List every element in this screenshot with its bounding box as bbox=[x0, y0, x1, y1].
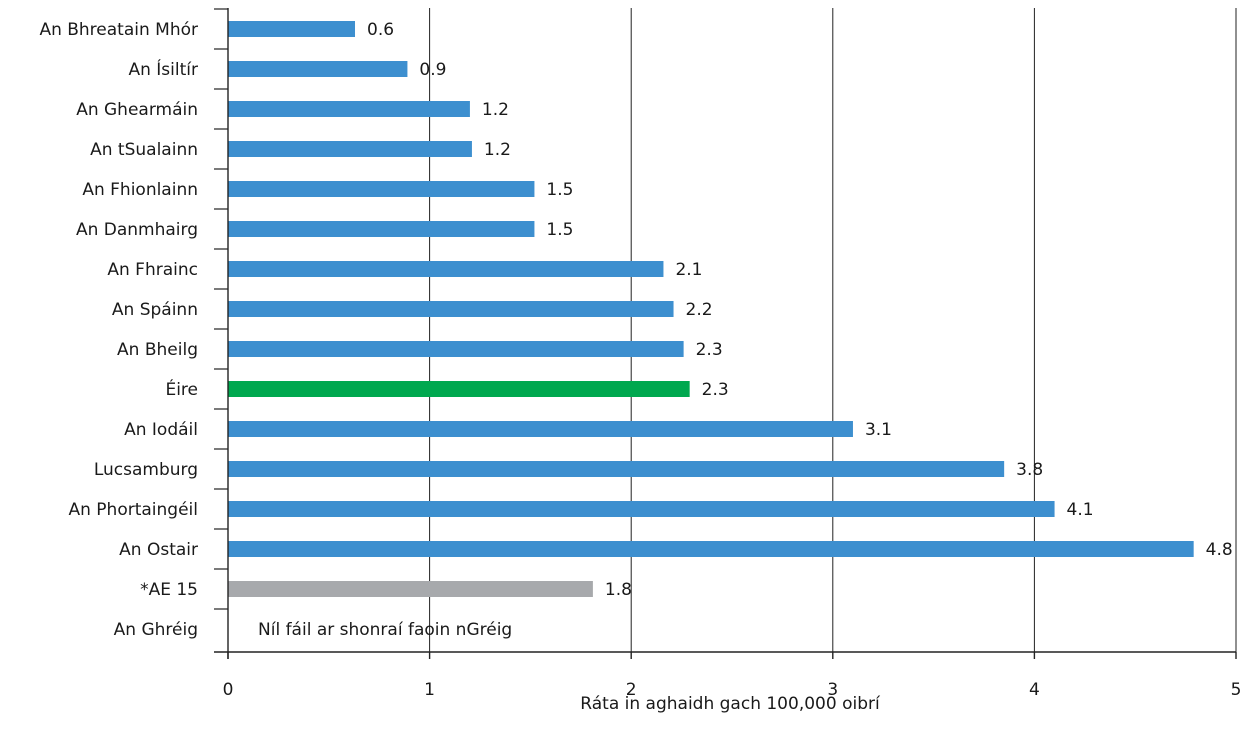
tick-labels: 0 1 2 3 4 5 bbox=[223, 680, 1242, 700]
value-label-lucsamburg: 3.8 bbox=[1016, 460, 1043, 480]
x-tick-label-5: 5 bbox=[1231, 680, 1242, 700]
bar-an-spainn bbox=[228, 301, 674, 317]
value-label-ae-15: 1.8 bbox=[605, 580, 632, 600]
bar-eire bbox=[228, 381, 690, 397]
value-label-an-iodail: 3.1 bbox=[865, 420, 892, 440]
annotation-an-ghreig: Níl fáil ar shonraí faoin nGréig bbox=[258, 620, 512, 640]
category-label-an-ghearmain: An Ghearmáin bbox=[76, 100, 198, 120]
category-label-an-isiltir: An Ísiltír bbox=[128, 58, 198, 80]
value-label-an-fhionlainn: 1.5 bbox=[546, 180, 573, 200]
bar-an-danmhairg bbox=[228, 221, 535, 237]
x-tick-label-1: 1 bbox=[424, 680, 435, 700]
bar-an-fhrainc bbox=[228, 261, 664, 277]
value-label-an-spainn: 2.2 bbox=[686, 300, 713, 320]
value-label-an-bheilg: 2.3 bbox=[696, 340, 723, 360]
bar-an-ostair bbox=[228, 541, 1194, 557]
value-label-an-ostair: 4.8 bbox=[1206, 540, 1233, 560]
bar-an-fhionlainn bbox=[228, 181, 535, 197]
bars bbox=[228, 21, 1194, 597]
value-label-an-isiltir: 0.9 bbox=[419, 60, 446, 80]
bar-ae-15 bbox=[228, 581, 593, 597]
axes bbox=[214, 8, 1237, 659]
category-label-lucsamburg: Lucsamburg bbox=[94, 460, 198, 480]
bar-an-iodail bbox=[228, 421, 853, 437]
x-tick-label-0: 0 bbox=[223, 680, 234, 700]
value-label-eire: 2.3 bbox=[702, 380, 729, 400]
x-tick-label-3: 3 bbox=[827, 680, 838, 700]
category-label-an-fhionlainn: An Fhionlainn bbox=[82, 180, 198, 200]
category-label-an-spainn: An Spáinn bbox=[112, 300, 198, 320]
bar-an-bheilg bbox=[228, 341, 684, 357]
category-label-an-ghreig: An Ghréig bbox=[114, 620, 198, 640]
value-labels: 0.6 0.9 1.2 1.2 1.5 1.5 2.1 2.2 2.3 2.3 3.1 3.8 4.1 4… bbox=[367, 20, 1233, 600]
value-label-an-tsualainn: 1.2 bbox=[484, 140, 511, 160]
category-labels: An Bhreatain Mhór An Ísiltír An Ghearmáin A… bbox=[39, 20, 198, 640]
value-label-an-phortaingeil: 4.1 bbox=[1067, 500, 1094, 520]
bar-an-bhreatain-mhor bbox=[228, 21, 356, 37]
bar-lucsamburg bbox=[228, 461, 1005, 477]
x-tick-label-4: 4 bbox=[1029, 680, 1040, 700]
value-label-an-danmhairg: 1.5 bbox=[546, 220, 573, 240]
category-label-an-bheilg: An Bheilg bbox=[117, 340, 198, 360]
annotations: Níl fáil ar shonraí faoin nGréig bbox=[258, 620, 512, 640]
category-label-an-ostair: An Ostair bbox=[119, 540, 198, 560]
x-tick-label-2: 2 bbox=[626, 680, 637, 700]
x-axis-title: Ráta in aghaidh gach 100,000 oibrí bbox=[580, 694, 881, 714]
category-label-an-fhrainc: An Fhrainc bbox=[107, 260, 198, 280]
bar-an-phortaingeil bbox=[228, 501, 1055, 517]
category-label-ae-15: *AE 15 bbox=[140, 580, 198, 600]
bar-an-ghearmain bbox=[228, 101, 470, 117]
category-label-an-iodail: An Iodáil bbox=[124, 420, 198, 440]
category-label-an-tsualainn: An tSualainn bbox=[90, 140, 198, 160]
value-label-an-bhreatain-mhor: 0.6 bbox=[367, 20, 394, 40]
category-label-eire: Éire bbox=[165, 378, 198, 400]
category-label-an-bhreatain-mhor: An Bhreatain Mhór bbox=[39, 20, 198, 40]
bar-an-isiltir bbox=[228, 61, 408, 77]
category-label-an-phortaingeil: An Phortaingéil bbox=[68, 500, 198, 520]
category-label-an-danmhairg: An Danmhairg bbox=[76, 220, 198, 240]
value-label-an-ghearmain: 1.2 bbox=[482, 100, 509, 120]
bar-an-tsualainn bbox=[228, 141, 472, 157]
value-label-an-fhrainc: 2.1 bbox=[675, 260, 702, 280]
